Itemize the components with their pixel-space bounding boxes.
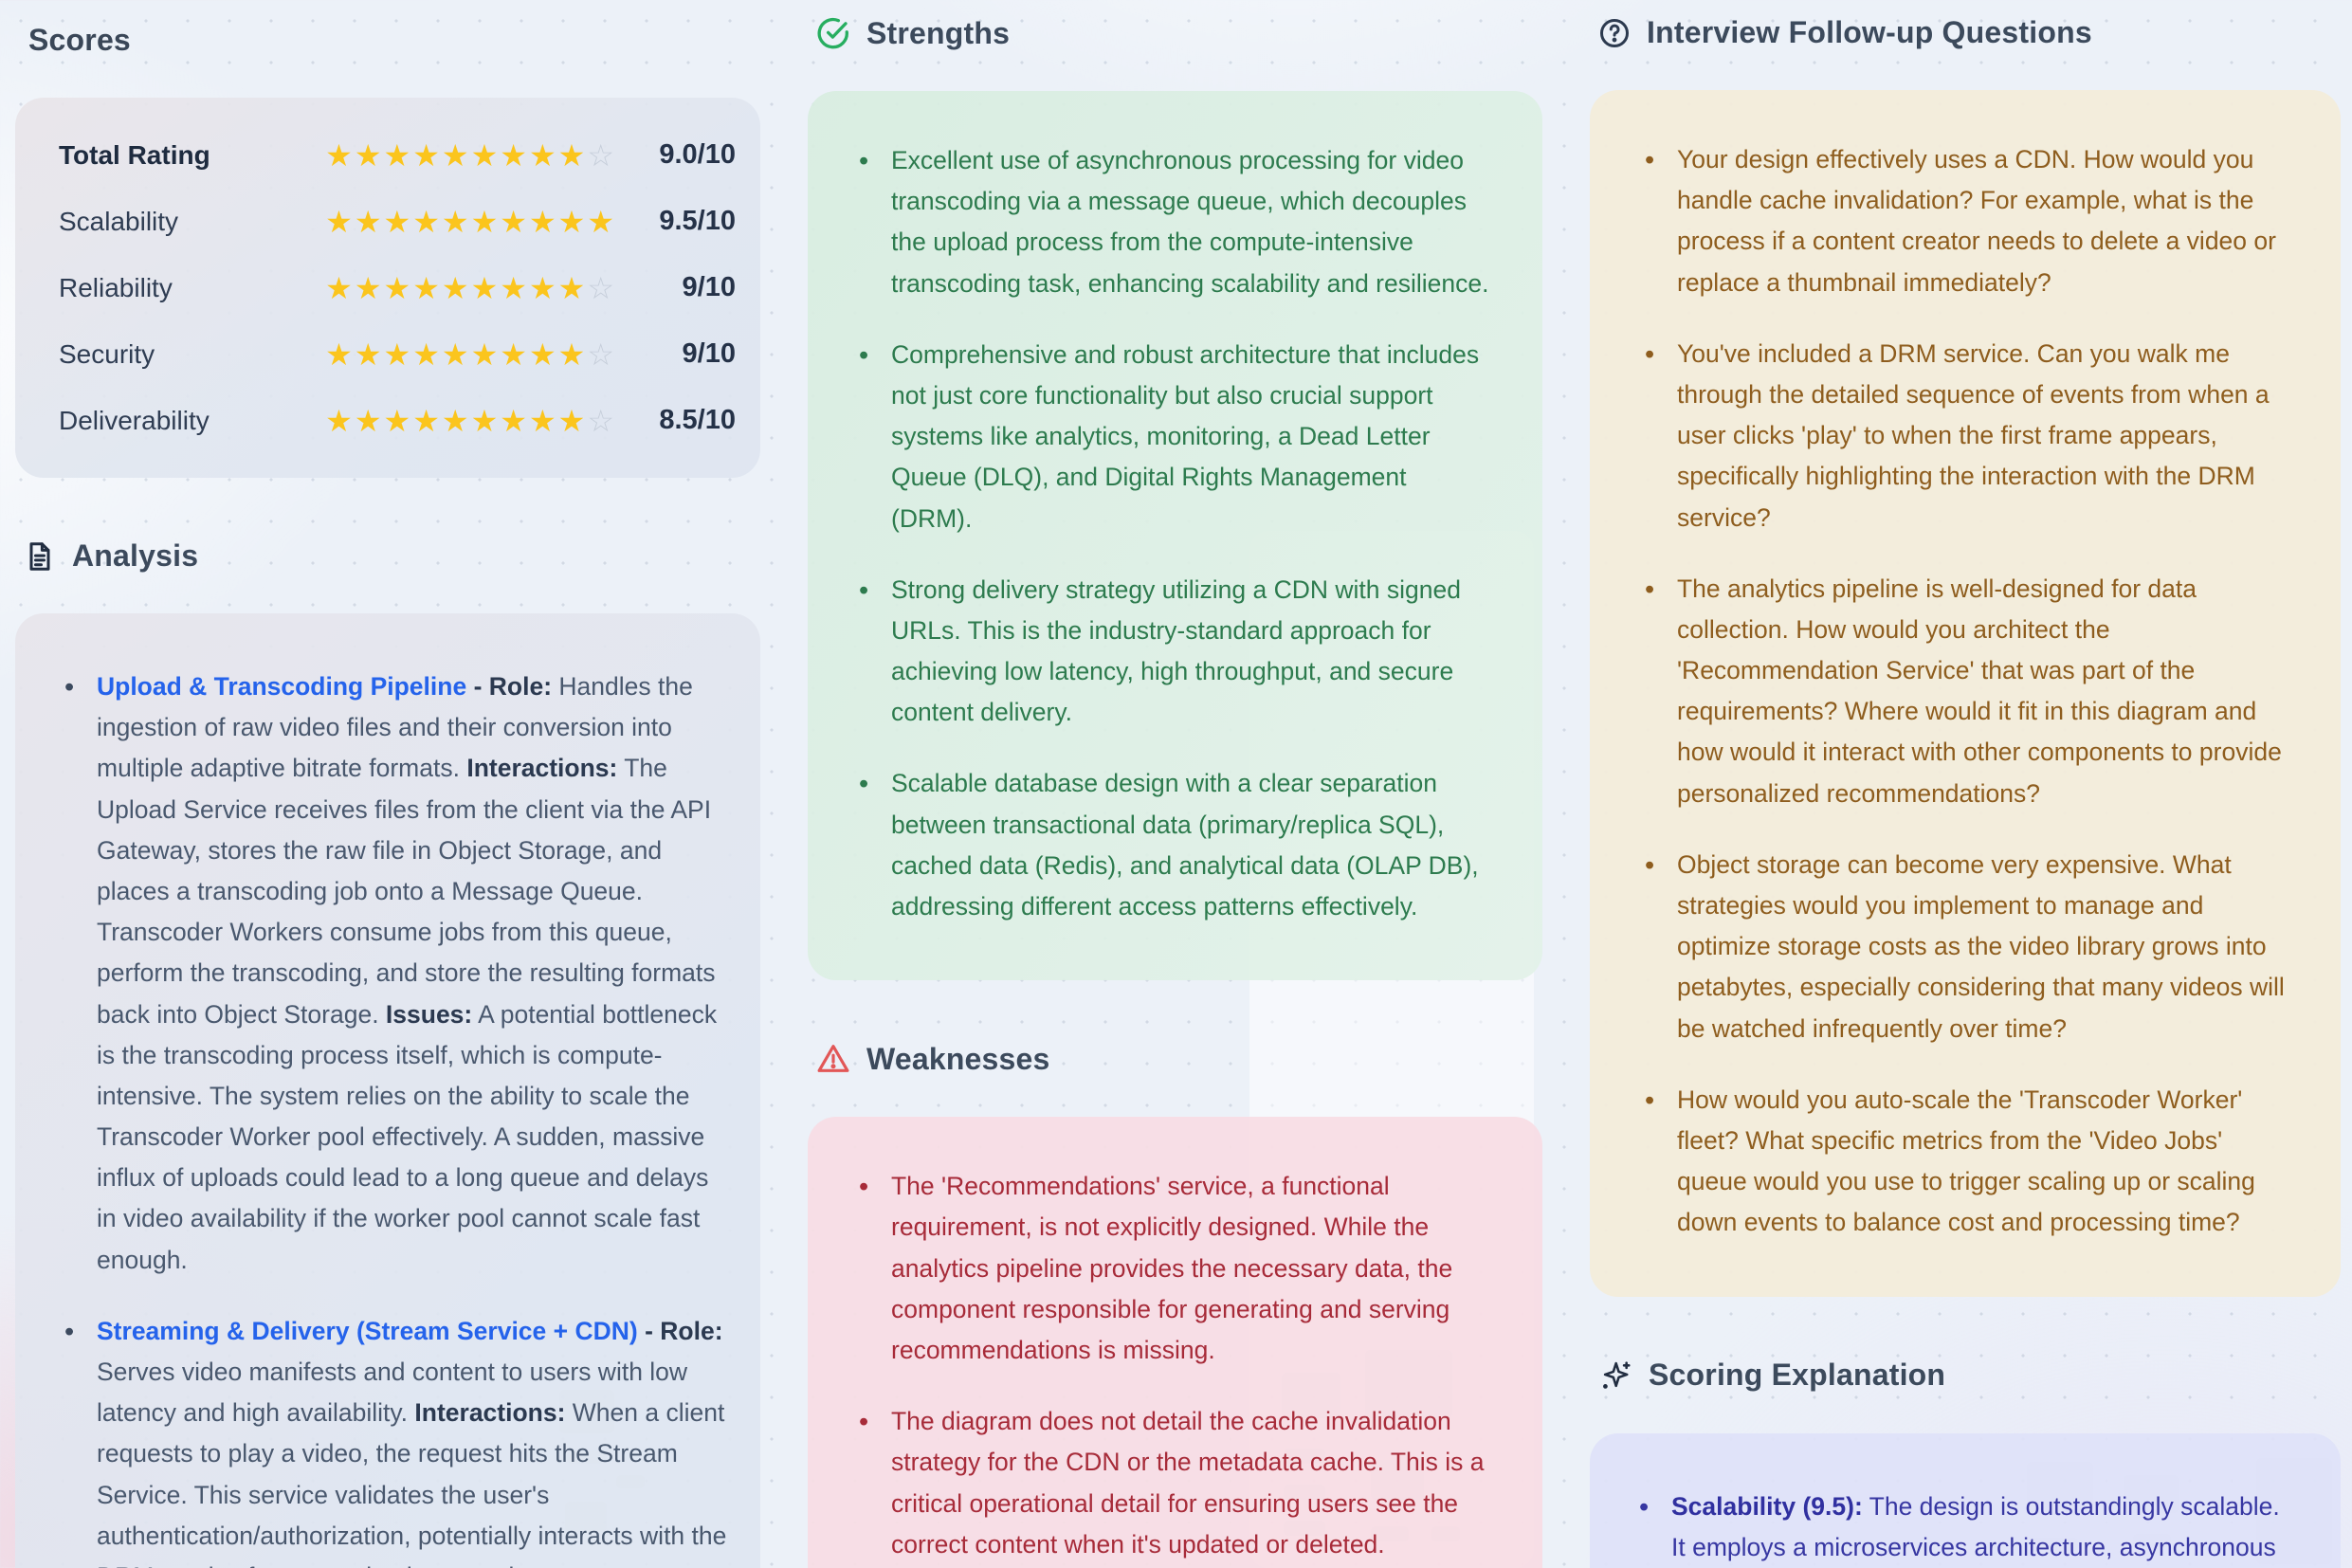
component-link[interactable]: Upload & Transcoding Pipeline	[97, 672, 467, 701]
interactions-label: Interactions:	[414, 1398, 566, 1428]
score-row-scalability: Scalability ★★★★★★★★★★ 9.5/10	[59, 206, 736, 237]
score-label: Security	[59, 338, 155, 369]
score-label: Deliverability	[59, 405, 210, 435]
analysis-header: Analysis	[23, 538, 760, 574]
warning-triangle-icon	[817, 1045, 849, 1073]
scoring-title: Scoring Explanation	[1649, 1358, 1946, 1392]
weaknesses-header: Weaknesses	[815, 1041, 1542, 1077]
strength-item: Strong delivery strategy utilizing a CDN…	[857, 569, 1489, 734]
strengths-list: Excellent use of asynchronous processing…	[857, 139, 1489, 927]
question-item: How would you auto-scale the 'Transcoder…	[1643, 1079, 2293, 1244]
role-label: Role:	[488, 672, 553, 701]
weaknesses-panel: The 'Recommendations' service, a functio…	[808, 1117, 1542, 1568]
question-item: Your design effectively uses a CDN. How …	[1643, 138, 2293, 303]
analysis-panel: Upload & Transcoding Pipeline - Role: Ha…	[15, 613, 760, 1568]
stars-filled-icon: ★★★★★★★★★	[325, 270, 588, 305]
strength-item: Comprehensive and robust architecture th…	[857, 334, 1489, 539]
star-rating: ★★★★★★★★★☆	[325, 339, 616, 370]
document-icon	[29, 541, 50, 571]
issues-text: A potential bottleneck is the transcodin…	[97, 999, 718, 1274]
role-label: Role:	[660, 1316, 723, 1345]
star-rating: ★★★★★★★★★★	[325, 207, 616, 237]
score-row-security: Security ★★★★★★★★★☆ 9/10	[59, 338, 736, 370]
score-row-total-rating: Total Rating ★★★★★★★★★☆ 9.0/10	[59, 139, 736, 171]
column-right: Interview Follow-up Questions Your desig…	[1590, 13, 2341, 1568]
scores-panel: Total Rating ★★★★★★★★★☆ 9.0/10 Scalabili…	[15, 98, 760, 478]
weaknesses-list: The 'Recommendations' service, a functio…	[857, 1165, 1489, 1568]
score-label: Total Rating	[59, 139, 210, 170]
analysis-item: Upload & Transcoding Pipeline - Role: Ha…	[63, 665, 728, 1281]
questions-panel: Your design effectively uses a CDN. How …	[1590, 90, 2341, 1297]
strengths-title: Strengths	[866, 15, 1011, 50]
strengths-panel: Excellent use of asynchronous processing…	[808, 91, 1542, 981]
star-empty-icon: ☆	[587, 137, 616, 173]
help-circle-icon	[1600, 18, 1629, 47]
star-rating: ★★★★★★★★★☆	[325, 406, 616, 436]
scoring-item: Scalability (9.5): The design is outstan…	[1637, 1485, 2299, 1568]
component-link[interactable]: Streaming & Delivery (Stream Service + C…	[97, 1316, 638, 1345]
role-text: Serves video manifests and content to us…	[97, 1358, 688, 1428]
dash-separator: -	[637, 1316, 661, 1345]
sparkles-icon	[1603, 1360, 1631, 1389]
question-item: Object storage can become very expensive…	[1643, 844, 2293, 1049]
score-value: 8.5/10	[659, 405, 736, 435]
score-row-reliability: Reliability ★★★★★★★★★☆ 9/10	[59, 272, 736, 303]
questions-title: Interview Follow-up Questions	[1647, 15, 2092, 49]
strengths-header: Strengths	[815, 15, 1542, 51]
role-text: Handles the ingestion of raw video files…	[97, 672, 693, 783]
question-item: The analytics pipeline is well-designed …	[1643, 568, 2293, 814]
star-empty-icon: ☆	[587, 270, 616, 305]
score-value: 9/10	[682, 338, 736, 369]
weakness-item: The diagram does not detail the cache in…	[857, 1400, 1489, 1565]
scoring-list: Scalability (9.5): The design is outstan…	[1637, 1485, 2299, 1568]
issues-label: Issues:	[385, 999, 473, 1029]
star-empty-icon: ☆	[587, 337, 616, 372]
strength-item: Excellent use of asynchronous processing…	[857, 139, 1489, 304]
stars-filled-icon: ★★★★★★★★★	[325, 337, 588, 372]
score-label: Reliability	[59, 272, 173, 302]
scoring-metric-label: Scalability (9.5):	[1671, 1491, 1863, 1521]
scores-title: Scores	[28, 23, 131, 57]
questions-list: Your design effectively uses a CDN. How …	[1643, 138, 2293, 1244]
analysis-item: Streaming & Delivery (Stream Service + C…	[63, 1310, 728, 1568]
star-rating: ★★★★★★★★★☆	[325, 140, 616, 171]
star-rating: ★★★★★★★★★☆	[325, 273, 616, 303]
scoring-panel: Scalability (9.5): The design is outstan…	[1590, 1432, 2341, 1568]
dash-separator: -	[466, 672, 489, 701]
weakness-item: The 'Recommendations' service, a functio…	[857, 1165, 1489, 1371]
score-value: 9.5/10	[659, 206, 736, 236]
score-row-deliverability: Deliverability ★★★★★★★★★☆ 8.5/10	[59, 405, 736, 436]
score-label: Scalability	[59, 206, 179, 236]
stars-filled-icon: ★★★★★★★★★★	[325, 204, 616, 239]
column-left: Scores Total Rating ★★★★★★★★★☆ 9.0/10 Sc…	[15, 13, 760, 1568]
analysis-title: Analysis	[72, 538, 199, 573]
strength-item: Scalable database design with a clear se…	[857, 762, 1489, 927]
questions-header: Interview Follow-up Questions	[1597, 15, 2341, 50]
question-item: You've included a DRM service. Can you w…	[1643, 333, 2293, 538]
check-circle-icon	[817, 17, 848, 49]
weaknesses-title: Weaknesses	[866, 1041, 1050, 1076]
score-value: 9/10	[682, 272, 736, 302]
column-middle: Strengths Excellent use of asynchronous …	[808, 13, 1542, 1568]
star-empty-icon: ☆	[587, 403, 616, 438]
stars-filled-icon: ★★★★★★★★★	[325, 403, 588, 438]
interactions-text: The Upload Service receives files from t…	[97, 754, 716, 1029]
score-value: 9.0/10	[659, 139, 736, 170]
analysis-list: Upload & Transcoding Pipeline - Role: Ha…	[63, 665, 728, 1568]
stars-filled-icon: ★★★★★★★★★	[325, 137, 588, 173]
interactions-label: Interactions:	[466, 754, 618, 783]
scoring-header: Scoring Explanation	[1597, 1358, 2341, 1394]
